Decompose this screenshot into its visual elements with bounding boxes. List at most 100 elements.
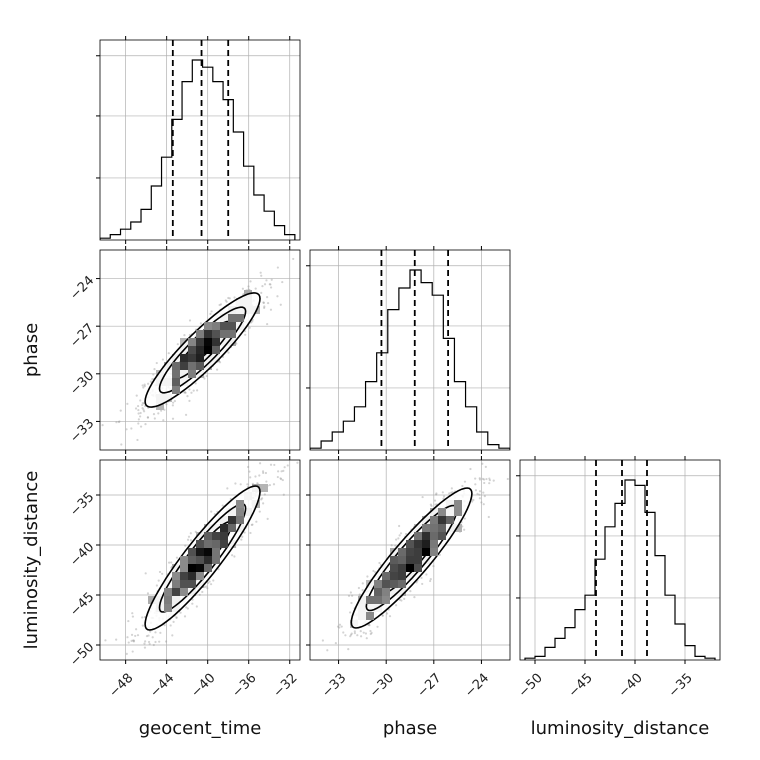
sample-point <box>209 312 212 315</box>
density-core-cell <box>212 540 220 548</box>
density-core-cell <box>172 572 180 580</box>
sample-point <box>154 640 157 644</box>
sample-point <box>155 584 158 587</box>
density-core-cell <box>188 354 196 362</box>
sample-point <box>492 479 495 482</box>
sample-point <box>247 465 250 469</box>
density-core-cell <box>390 556 398 564</box>
sample-point <box>118 420 121 423</box>
density-core-cell <box>212 322 220 330</box>
density-core-cell <box>454 500 462 508</box>
density-core-cell <box>236 508 244 516</box>
sample-point <box>326 649 329 652</box>
sample-point <box>170 561 173 564</box>
sample-point <box>350 632 353 635</box>
density-core-cell <box>390 580 398 588</box>
density-core-cell <box>406 548 414 556</box>
sample-point <box>143 646 147 649</box>
sample-point <box>117 420 121 424</box>
sample-point <box>281 280 284 284</box>
panel-frame <box>309 249 511 451</box>
sample-point <box>478 478 482 481</box>
sample-point <box>161 358 165 361</box>
density-core-cell <box>164 588 172 596</box>
sample-point <box>282 469 285 472</box>
density-core-cell <box>422 548 430 556</box>
sample-point <box>340 625 343 628</box>
density-core-cell <box>188 370 196 378</box>
sample-point <box>163 624 166 627</box>
sample-point <box>481 477 484 480</box>
sample-point <box>450 491 453 494</box>
sample-point <box>461 484 464 488</box>
sample-point <box>135 628 138 631</box>
density-core-cell <box>212 330 220 338</box>
sample-point <box>246 483 249 486</box>
density-core-cell <box>398 556 406 564</box>
sample-point <box>149 380 152 383</box>
density-core-cell <box>228 516 236 524</box>
sample-point <box>359 635 363 638</box>
sample-point <box>207 581 210 585</box>
density-core-cell <box>204 346 212 354</box>
density-core-cell <box>204 338 212 346</box>
sample-point <box>478 493 481 496</box>
density-core-cell <box>212 338 220 346</box>
sample-point <box>364 632 368 635</box>
sample-point <box>144 640 147 643</box>
sample-point <box>361 589 364 592</box>
sample-point <box>161 572 164 575</box>
sample-point <box>143 385 146 388</box>
sample-point <box>261 470 265 473</box>
sample-point <box>228 297 231 300</box>
sample-point <box>358 593 361 596</box>
x-tick-label: −36 <box>230 671 260 701</box>
sample-point <box>478 497 481 500</box>
density-core-cell <box>454 508 462 516</box>
sample-point <box>143 642 146 645</box>
sample-point <box>372 569 375 573</box>
sample-point <box>256 482 259 485</box>
sample-point <box>398 524 401 528</box>
sample-point <box>367 623 371 626</box>
sample-point <box>482 491 485 494</box>
sample-point <box>370 631 373 634</box>
sample-point <box>146 592 150 595</box>
sample-point <box>172 401 175 404</box>
density-core-cell <box>414 540 422 548</box>
sample-point <box>153 368 156 371</box>
density-core-cell <box>220 524 228 532</box>
density-core-cell <box>172 370 180 378</box>
sample-point <box>463 480 467 483</box>
density-core-cell <box>212 346 220 354</box>
sample-point <box>159 631 162 634</box>
sample-point <box>198 593 201 596</box>
sample-point <box>183 391 186 394</box>
density-core-cell <box>406 564 414 572</box>
density-core-cell <box>188 362 196 370</box>
histogram-panel-luminosity_distance <box>520 460 720 660</box>
sample-point <box>241 535 244 538</box>
sample-point <box>353 632 357 635</box>
density-core-cell <box>390 572 398 580</box>
sample-point <box>148 642 151 646</box>
histogram-step <box>100 59 296 240</box>
density-core-cell <box>236 314 244 322</box>
density-core-cell <box>220 322 228 330</box>
histogram-step <box>310 269 510 450</box>
density-core-cell <box>220 540 228 548</box>
x-tick-label: −30 <box>367 671 397 701</box>
sample-point <box>139 411 142 415</box>
density-core-cell <box>196 330 204 338</box>
sample-point <box>482 478 486 481</box>
sample-point <box>347 594 351 597</box>
sample-point <box>209 583 213 586</box>
density-core-cell <box>422 532 430 540</box>
sample-point <box>263 493 266 496</box>
x-tick-label: −32 <box>271 671 301 701</box>
density-core-cell <box>430 516 438 524</box>
sample-point <box>395 538 398 541</box>
density-core-cell <box>366 596 374 604</box>
x-tick-label: −40 <box>188 671 218 701</box>
sample-point <box>243 531 246 534</box>
